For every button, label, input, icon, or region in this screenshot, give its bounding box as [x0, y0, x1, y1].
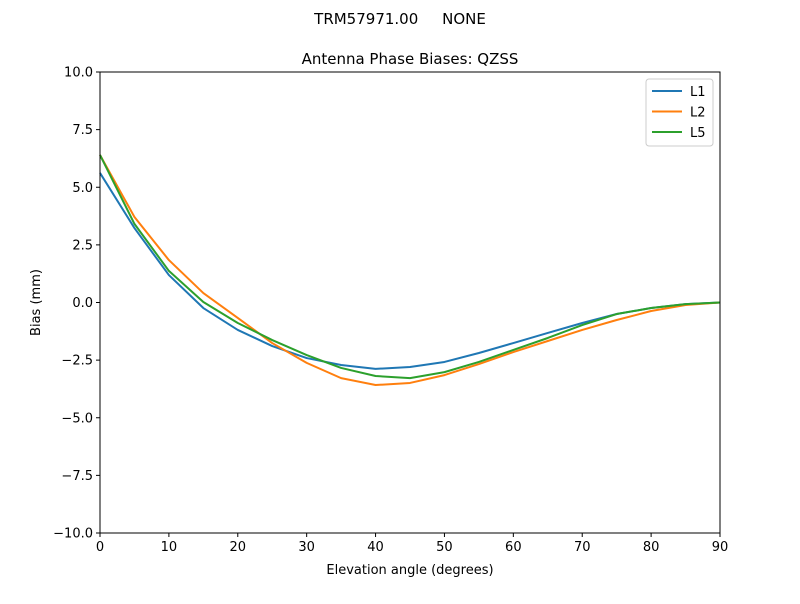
y-tick-label: 7.5: [72, 123, 93, 138]
series-line-l1: [99, 172, 721, 370]
x-tick-label: 50: [436, 540, 453, 555]
y-tick-label: 10.0: [64, 66, 93, 81]
x-tick-label: 80: [643, 540, 660, 555]
chart-title: Antenna Phase Biases: QZSS: [302, 50, 519, 68]
x-axis-label: Elevation angle (degrees): [326, 563, 493, 578]
y-tick-label: 5.0: [72, 181, 93, 196]
y-tick-label: −10.0: [53, 527, 93, 542]
plot-frame: [99, 71, 721, 534]
x-tick-label: 0: [96, 540, 104, 555]
legend-label: L2: [690, 106, 706, 121]
legend-label: L5: [690, 126, 706, 141]
x-tick-label: 40: [367, 540, 384, 555]
x-tick-label: 60: [505, 540, 522, 555]
legend-label: L1: [690, 85, 706, 100]
x-tick-label: 10: [161, 540, 178, 555]
series-line-l5: [99, 154, 721, 380]
x-tick-label: 30: [298, 540, 315, 555]
x-tick-label: 20: [230, 540, 247, 555]
y-tick-label: 0.0: [72, 296, 93, 311]
series-line-l2: [99, 154, 721, 387]
x-tick-label: 70: [574, 540, 591, 555]
chart-suptitle: TRM57971.00 NONE: [313, 10, 486, 28]
x-tick-label: 90: [712, 540, 729, 555]
legend: L1 L2 L5: [645, 78, 714, 147]
y-tick-label: −2.5: [61, 354, 93, 369]
y-axis-label: Bias (mm): [29, 269, 44, 336]
y-tick-label: 2.5: [72, 238, 93, 253]
y-tick-label: −5.0: [61, 411, 93, 426]
y-tick-label: −7.5: [61, 469, 93, 484]
